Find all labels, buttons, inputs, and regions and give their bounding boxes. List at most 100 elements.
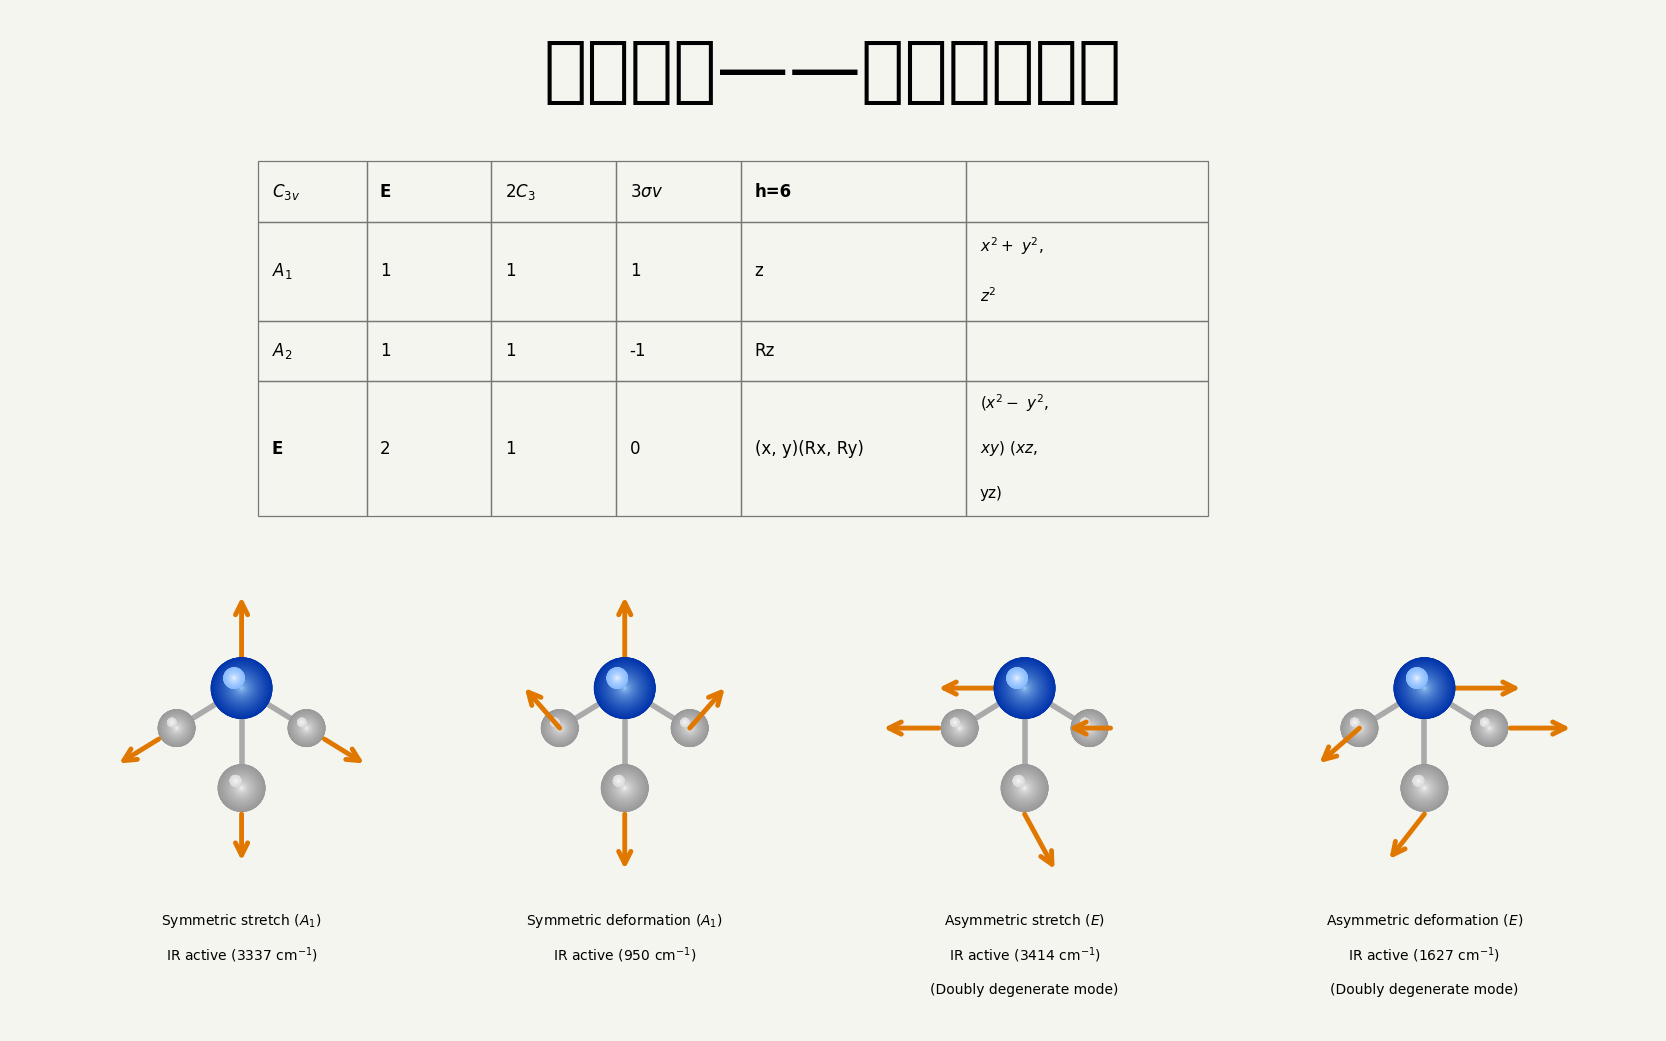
Circle shape — [297, 718, 317, 738]
Circle shape — [623, 786, 626, 790]
Circle shape — [168, 719, 175, 726]
Circle shape — [548, 716, 571, 740]
Circle shape — [1409, 672, 1439, 704]
Circle shape — [1081, 719, 1088, 726]
Circle shape — [620, 784, 630, 792]
Circle shape — [1419, 784, 1429, 792]
Circle shape — [953, 720, 956, 723]
Circle shape — [995, 659, 1055, 717]
Circle shape — [955, 722, 965, 733]
Circle shape — [943, 711, 976, 745]
Circle shape — [951, 718, 958, 726]
Circle shape — [1483, 722, 1496, 734]
Circle shape — [551, 719, 558, 726]
Circle shape — [605, 768, 645, 808]
Circle shape — [168, 720, 185, 736]
Circle shape — [1401, 665, 1448, 711]
Circle shape — [618, 780, 620, 782]
Circle shape — [223, 667, 245, 688]
Circle shape — [615, 675, 620, 681]
Circle shape — [1411, 672, 1423, 684]
Circle shape — [1073, 711, 1106, 745]
Bar — [741, 222, 966, 321]
Circle shape — [683, 719, 688, 726]
Circle shape — [616, 779, 621, 784]
Circle shape — [1478, 717, 1501, 739]
Circle shape — [683, 720, 686, 725]
Circle shape — [222, 767, 262, 809]
Circle shape — [955, 721, 956, 723]
Circle shape — [616, 778, 621, 784]
Circle shape — [162, 712, 192, 743]
Circle shape — [1083, 720, 1086, 725]
Circle shape — [1481, 719, 1488, 726]
Circle shape — [1016, 677, 1018, 680]
Circle shape — [1080, 718, 1100, 738]
Circle shape — [615, 778, 635, 798]
Circle shape — [618, 682, 631, 694]
Circle shape — [546, 715, 573, 741]
Circle shape — [618, 782, 631, 794]
Circle shape — [1011, 672, 1023, 684]
Circle shape — [953, 720, 956, 725]
Circle shape — [610, 670, 625, 686]
Circle shape — [235, 780, 237, 782]
Circle shape — [1016, 680, 1033, 696]
Circle shape — [162, 712, 192, 743]
Circle shape — [603, 766, 646, 810]
Circle shape — [227, 671, 242, 685]
Circle shape — [1088, 726, 1091, 731]
Circle shape — [1351, 718, 1359, 727]
Circle shape — [603, 767, 646, 809]
Circle shape — [230, 776, 240, 786]
Circle shape — [1408, 771, 1441, 805]
Circle shape — [1409, 670, 1424, 686]
Circle shape — [1476, 715, 1503, 741]
Circle shape — [1418, 780, 1419, 782]
Circle shape — [551, 719, 558, 726]
Circle shape — [302, 722, 312, 733]
Circle shape — [1006, 769, 1043, 807]
Circle shape — [621, 685, 628, 691]
Circle shape — [616, 779, 620, 783]
Circle shape — [676, 714, 703, 742]
Circle shape — [1483, 720, 1488, 725]
Circle shape — [953, 720, 956, 725]
Circle shape — [298, 718, 305, 726]
Circle shape — [1341, 710, 1378, 746]
Circle shape — [1474, 713, 1504, 743]
Circle shape — [671, 710, 708, 746]
Circle shape — [1076, 714, 1103, 741]
Circle shape — [1358, 726, 1361, 730]
Circle shape — [608, 771, 641, 805]
Circle shape — [951, 718, 958, 727]
Circle shape — [230, 675, 238, 682]
Circle shape — [545, 714, 575, 742]
Circle shape — [160, 711, 193, 745]
Circle shape — [1023, 686, 1026, 690]
Circle shape — [223, 667, 245, 689]
Circle shape — [613, 674, 621, 682]
Circle shape — [606, 667, 628, 688]
Circle shape — [953, 721, 966, 735]
Circle shape — [1000, 663, 1050, 713]
Circle shape — [946, 715, 973, 741]
Circle shape — [1006, 770, 1043, 806]
Circle shape — [1354, 723, 1364, 733]
Circle shape — [1071, 709, 1108, 747]
Circle shape — [1474, 713, 1504, 743]
Circle shape — [1080, 717, 1090, 727]
Circle shape — [616, 778, 621, 784]
Circle shape — [222, 668, 262, 708]
Circle shape — [1414, 675, 1419, 681]
Circle shape — [1418, 780, 1419, 782]
Circle shape — [610, 670, 625, 686]
Circle shape — [168, 719, 175, 726]
Circle shape — [1086, 726, 1093, 731]
Bar — [367, 381, 491, 516]
Circle shape — [218, 764, 265, 812]
Circle shape — [551, 719, 558, 726]
Circle shape — [1413, 776, 1424, 787]
Circle shape — [232, 777, 240, 785]
Circle shape — [943, 712, 976, 744]
